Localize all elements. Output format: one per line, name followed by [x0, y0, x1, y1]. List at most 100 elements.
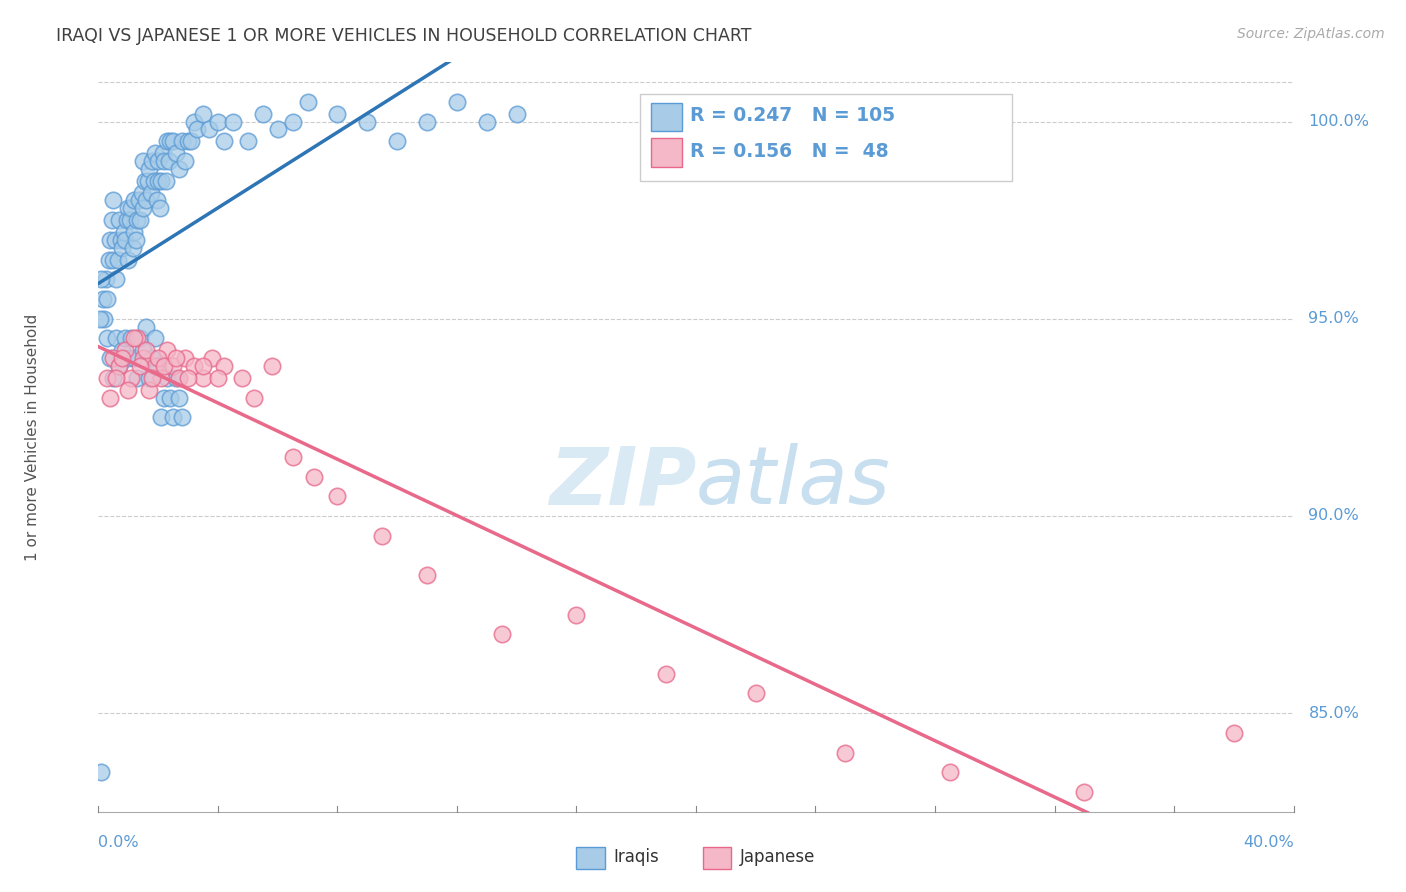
Point — [150, 410, 173, 425]
Point — [180, 134, 202, 148]
Point — [108, 359, 131, 373]
Point — [91, 292, 114, 306]
Point — [118, 213, 141, 227]
Point — [98, 391, 122, 405]
Point — [267, 122, 290, 136]
Point — [156, 343, 179, 358]
Point — [1223, 726, 1246, 740]
Point — [157, 154, 180, 169]
Point — [90, 272, 112, 286]
Text: 90.0%: 90.0% — [1309, 508, 1360, 524]
Point — [114, 331, 136, 345]
Point — [132, 343, 155, 358]
Point — [655, 666, 678, 681]
Point — [141, 351, 163, 366]
Point — [129, 359, 152, 373]
Point — [98, 351, 122, 366]
Point — [326, 489, 349, 503]
Point — [326, 106, 349, 120]
Point — [260, 359, 283, 373]
Point — [167, 391, 190, 405]
Text: 0.0%: 0.0% — [98, 836, 139, 850]
Point — [297, 95, 319, 109]
Point — [156, 134, 179, 148]
Point — [745, 686, 768, 700]
Point — [111, 351, 134, 366]
Point — [105, 371, 128, 385]
Point — [117, 252, 139, 267]
Point — [143, 146, 166, 161]
Point — [128, 194, 150, 208]
Point — [124, 331, 146, 345]
Point — [506, 106, 529, 120]
Point — [162, 359, 184, 373]
Point — [183, 114, 205, 128]
Point — [124, 351, 146, 366]
Point — [159, 134, 181, 148]
Point — [156, 371, 179, 385]
Point — [153, 391, 176, 405]
Point — [112, 225, 135, 239]
Point — [565, 607, 588, 622]
Point — [149, 202, 172, 216]
Text: Japanese: Japanese — [740, 848, 815, 866]
Point — [281, 450, 304, 464]
Text: 100.0%: 100.0% — [1309, 114, 1369, 129]
Point — [167, 371, 190, 385]
Point — [107, 252, 129, 267]
Point — [183, 359, 205, 373]
Point — [94, 272, 117, 286]
Point — [165, 146, 187, 161]
Point — [236, 134, 259, 148]
Point — [124, 194, 146, 208]
Point — [150, 371, 173, 385]
Text: atlas: atlas — [696, 443, 891, 521]
Point — [134, 174, 156, 188]
Point — [475, 114, 498, 128]
Point — [153, 359, 176, 373]
Point — [212, 134, 235, 148]
Point — [162, 134, 184, 148]
Point — [96, 292, 118, 306]
Point — [150, 174, 173, 188]
Point — [939, 765, 962, 780]
Point — [120, 371, 142, 385]
Point — [231, 371, 253, 385]
Point — [162, 410, 184, 425]
Point — [108, 213, 131, 227]
Point — [385, 134, 409, 148]
Point — [129, 331, 152, 345]
Point — [143, 359, 166, 373]
Point — [131, 186, 153, 200]
Point — [120, 331, 142, 345]
Text: Source: ZipAtlas.com: Source: ZipAtlas.com — [1237, 27, 1385, 41]
Point — [138, 161, 160, 176]
Point — [132, 202, 155, 216]
Point — [152, 146, 174, 161]
Point — [135, 319, 157, 334]
Point — [165, 351, 187, 366]
Point — [191, 371, 214, 385]
Point — [103, 351, 125, 366]
Point — [177, 134, 200, 148]
Point — [125, 233, 148, 247]
Point — [103, 252, 125, 267]
Point — [103, 371, 125, 385]
Point — [191, 359, 214, 373]
Point — [127, 213, 149, 227]
Point — [117, 202, 139, 216]
Point — [103, 194, 125, 208]
Point — [416, 114, 439, 128]
Point — [139, 186, 162, 200]
Point — [135, 194, 157, 208]
Point — [174, 351, 197, 366]
Point — [121, 241, 143, 255]
Point — [191, 106, 214, 120]
Point — [89, 311, 111, 326]
Point — [132, 154, 155, 169]
Point — [165, 371, 187, 385]
Point — [96, 331, 118, 345]
Point — [416, 568, 439, 582]
Point — [142, 174, 165, 188]
Point — [129, 213, 152, 227]
